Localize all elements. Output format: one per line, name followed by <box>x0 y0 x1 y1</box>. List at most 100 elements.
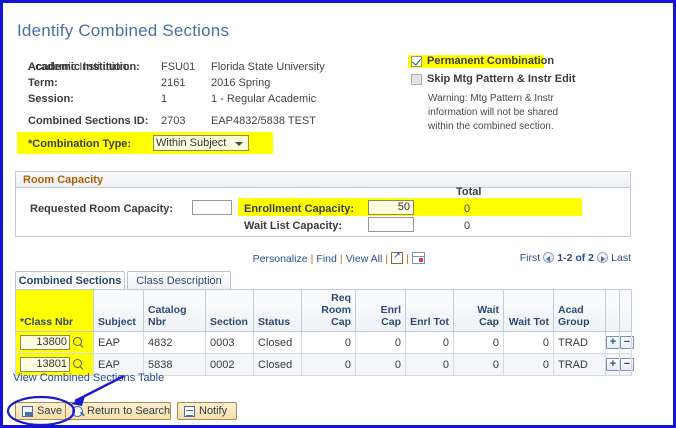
enrollment-capacity-label: Enrollment Capacity: <box>244 203 355 215</box>
col-add <box>605 289 620 332</box>
remove-row-button[interactable]: − <box>620 336 634 349</box>
return-to-search-button-label: Return to Search <box>87 405 171 417</box>
class-nbr-input[interactable]: 13801 <box>20 357 70 372</box>
add-row-button[interactable]: + <box>606 336 620 349</box>
return-to-search-button[interactable]: Return to Search <box>65 402 171 420</box>
class-nbr-input[interactable]: 13800 <box>20 335 70 350</box>
previous-page-icon[interactable] <box>543 252 555 263</box>
requested-room-capacity-input[interactable] <box>192 200 232 215</box>
table-header-row: *Class Nbr Subject Catalog Nbr Section S… <box>15 289 632 332</box>
tab-class-description[interactable]: Class Description <box>127 271 231 289</box>
warning-line-3: within the combined section. <box>428 121 554 132</box>
grid-pager: First 1-2 of 2 Last <box>520 252 631 264</box>
col-subject[interactable]: Subject <box>93 289 144 332</box>
academic-institution-desc: Florida State University <box>211 61 325 73</box>
warning-line-2: information will not be shared <box>428 107 559 118</box>
cell-wait-cap: 0 <box>453 353 504 376</box>
pager-range: 1-2 of 2 <box>557 252 595 264</box>
view-combined-sections-table-link[interactable]: View Combined Sections Table <box>13 372 165 384</box>
combination-type-label: *Combination Type: <box>28 138 132 150</box>
cell-add: + <box>605 353 620 376</box>
skip-mtg-pattern-label: Skip Mtg Pattern & Instr Edit <box>427 73 576 85</box>
view-all-link[interactable]: View All <box>345 253 383 265</box>
pager-last-link[interactable]: Last <box>611 252 631 264</box>
col-enrl-tot[interactable]: Enrl Tot <box>405 289 454 332</box>
lookup-search-icon[interactable] <box>73 359 84 370</box>
room-capacity-panel: Room Capacity Requested Room Capacity: E… <box>15 171 631 237</box>
pager-first-link[interactable]: First <box>519 252 541 264</box>
download-spreadsheet-icon[interactable] <box>412 252 425 264</box>
cell-section: 0003 <box>205 331 254 354</box>
grid-toolbar-links: Personalize | Find | View All | | <box>252 250 425 265</box>
toolbar-separator-2: | <box>339 253 343 265</box>
combination-type-value: Within Subject <box>156 137 227 149</box>
col-enrl-cap[interactable]: Enrl Cap <box>355 289 406 332</box>
page-canvas: Identify Combined Sections Academic Inst… <box>3 3 673 425</box>
personalize-link[interactable]: Personalize <box>252 253 308 265</box>
tab-combined-sections[interactable]: Combined Sections <box>15 271 125 289</box>
permanent-combination-label: Permanent Combination <box>427 55 555 67</box>
cell-subject: EAP <box>93 353 144 376</box>
wait-list-capacity-input[interactable] <box>368 217 414 232</box>
enrollment-capacity-input[interactable]: 50 <box>368 200 414 215</box>
requested-room-capacity-label: Requested Room Capacity: <box>30 203 174 215</box>
permanent-combination-row[interactable]: Permanent Combination <box>411 55 554 67</box>
cell-acad-group: TRAD <box>553 353 606 376</box>
skip-mtg-pattern-row[interactable]: Skip Mtg Pattern & Instr Edit <box>411 73 576 85</box>
combination-type-select[interactable]: Within Subject <box>153 135 249 151</box>
col-status[interactable]: Status <box>253 289 302 332</box>
combined-sections-id-code: 2703 <box>161 115 186 127</box>
cell-class-nbr: 13801 <box>15 353 94 376</box>
cell-wait-tot: 0 <box>503 353 554 376</box>
cell-subject: EAP <box>93 331 144 354</box>
room-capacity-title: Room Capacity <box>23 174 104 186</box>
skip-mtg-pattern-checkbox[interactable] <box>411 73 422 85</box>
col-req-room-cap[interactable]: Req Room Cap <box>301 289 356 332</box>
cell-enrl-tot: 0 <box>405 331 454 354</box>
remove-row-button[interactable]: − <box>620 358 634 371</box>
cell-remove: − <box>619 353 634 376</box>
next-page-icon[interactable] <box>597 252 609 263</box>
cell-catalog-nbr: 4832 <box>143 331 206 354</box>
col-wait-cap[interactable]: Wait Cap <box>453 289 504 332</box>
toolbar-separator-3: | <box>385 253 389 265</box>
session-code: 1 <box>161 93 168 105</box>
col-acad-group[interactable]: Acad Group <box>553 289 606 332</box>
session-desc: 1 - Regular Academic <box>211 93 317 105</box>
find-link[interactable]: Find <box>316 253 337 265</box>
academic-institution-label: Academic Institution: <box>28 61 140 73</box>
add-row-button[interactable]: + <box>606 358 620 371</box>
cell-status: Closed <box>253 353 302 376</box>
permanent-combination-checkbox[interactable] <box>411 55 422 67</box>
notify-button[interactable]: Notify <box>177 402 237 420</box>
enrollment-capacity-total: 0 <box>464 203 471 215</box>
total-column-header: Total <box>456 186 482 198</box>
toolbar-separator-4: | <box>406 253 409 265</box>
session-label: Session: <box>28 93 74 105</box>
tab-combined-sections-label: Combined Sections <box>18 274 122 287</box>
save-icon <box>22 405 33 417</box>
term-label: Term: <box>28 77 58 89</box>
wait-list-capacity-total: 0 <box>464 220 471 232</box>
cell-enrl-tot: 0 <box>405 353 454 376</box>
warning-line-1: Warning: Mtg Pattern & Instr <box>428 93 554 104</box>
cell-wait-tot: 0 <box>503 331 554 354</box>
col-catalog-nbr[interactable]: Catalog Nbr <box>143 289 206 332</box>
wait-list-capacity-label: Wait List Capacity: <box>244 220 342 232</box>
expand-popup-icon[interactable] <box>391 250 404 264</box>
col-wait-tot[interactable]: Wait Tot <box>503 289 554 332</box>
cell-remove: − <box>619 331 634 354</box>
cell-req-room-cap: 0 <box>301 331 356 354</box>
col-remove <box>619 289 632 332</box>
lookup-search-icon[interactable] <box>73 337 84 348</box>
tab-class-description-label: Class Description <box>136 274 222 287</box>
cell-wait-cap: 0 <box>453 331 504 354</box>
col-class-nbr[interactable]: *Class Nbr <box>15 289 94 332</box>
cell-req-room-cap: 0 <box>301 353 356 376</box>
col-section[interactable]: Section <box>205 289 254 332</box>
academic-institution-code: FSU01 <box>161 61 196 73</box>
cell-status: Closed <box>253 331 302 354</box>
cell-catalog-nbr: 5838 <box>143 353 206 376</box>
room-capacity-header: Room Capacity <box>16 172 630 188</box>
